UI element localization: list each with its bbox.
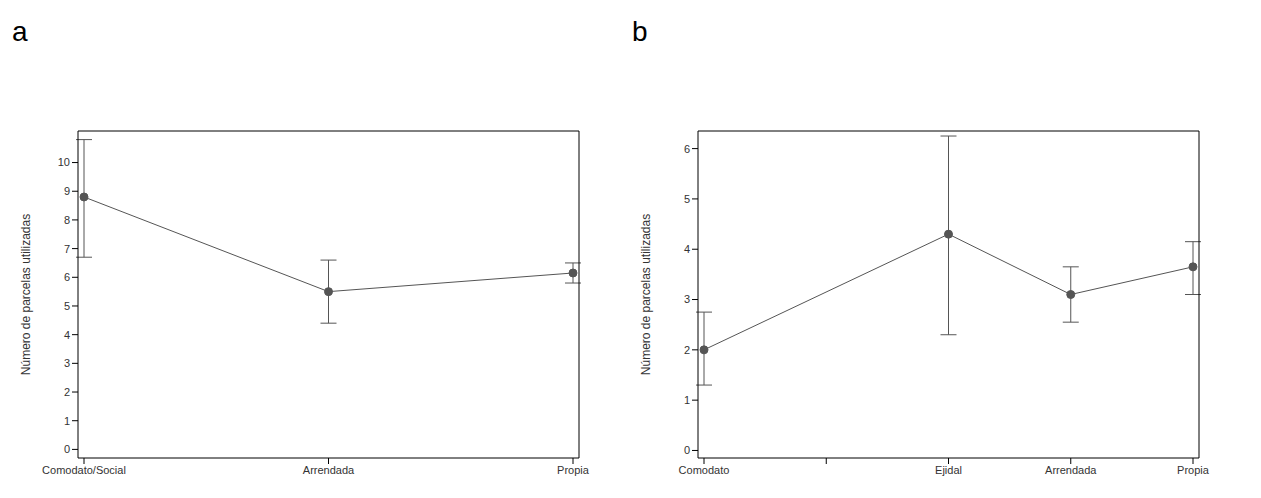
svg-text:Ejidal: Ejidal	[935, 464, 962, 476]
html-text:a: a	[12, 16, 28, 47]
svg-text:3: 3	[64, 357, 70, 369]
svg-text:Propia: Propia	[557, 464, 590, 476]
svg-text:2: 2	[684, 344, 690, 356]
svg-text:Comodato: Comodato	[679, 464, 730, 476]
svg-text:Arrendada: Arrendada	[1045, 464, 1097, 476]
svg-text:4: 4	[684, 243, 690, 255]
svg-text:Propia: Propia	[1177, 464, 1210, 476]
svg-text:6: 6	[684, 143, 690, 155]
html-text:b: b	[632, 16, 648, 47]
svg-text:Número de parcelas utilizadas: Número de parcelas utilizadas	[639, 214, 653, 375]
svg-text:Arrendada: Arrendada	[303, 464, 355, 476]
svg-text:Comodato/Social: Comodato/Social	[42, 464, 126, 476]
svg-text:4: 4	[64, 329, 70, 341]
svg-text:0: 0	[64, 443, 70, 455]
svg-text:6: 6	[64, 271, 70, 283]
svg-text:8: 8	[64, 214, 70, 226]
svg-text:1: 1	[64, 415, 70, 427]
svg-text:1: 1	[684, 394, 690, 406]
svg-text:7: 7	[64, 243, 70, 255]
svg-text:3: 3	[684, 293, 690, 305]
svg-text:5: 5	[64, 300, 70, 312]
svg-text:2: 2	[64, 386, 70, 398]
svg-text:5: 5	[684, 193, 690, 205]
svg-text:10: 10	[58, 156, 70, 168]
svg-text:9: 9	[64, 185, 70, 197]
svg-text:0: 0	[684, 444, 690, 456]
svg-text:Número de parcelas utilizadas: Número de parcelas utilizadas	[19, 214, 33, 375]
